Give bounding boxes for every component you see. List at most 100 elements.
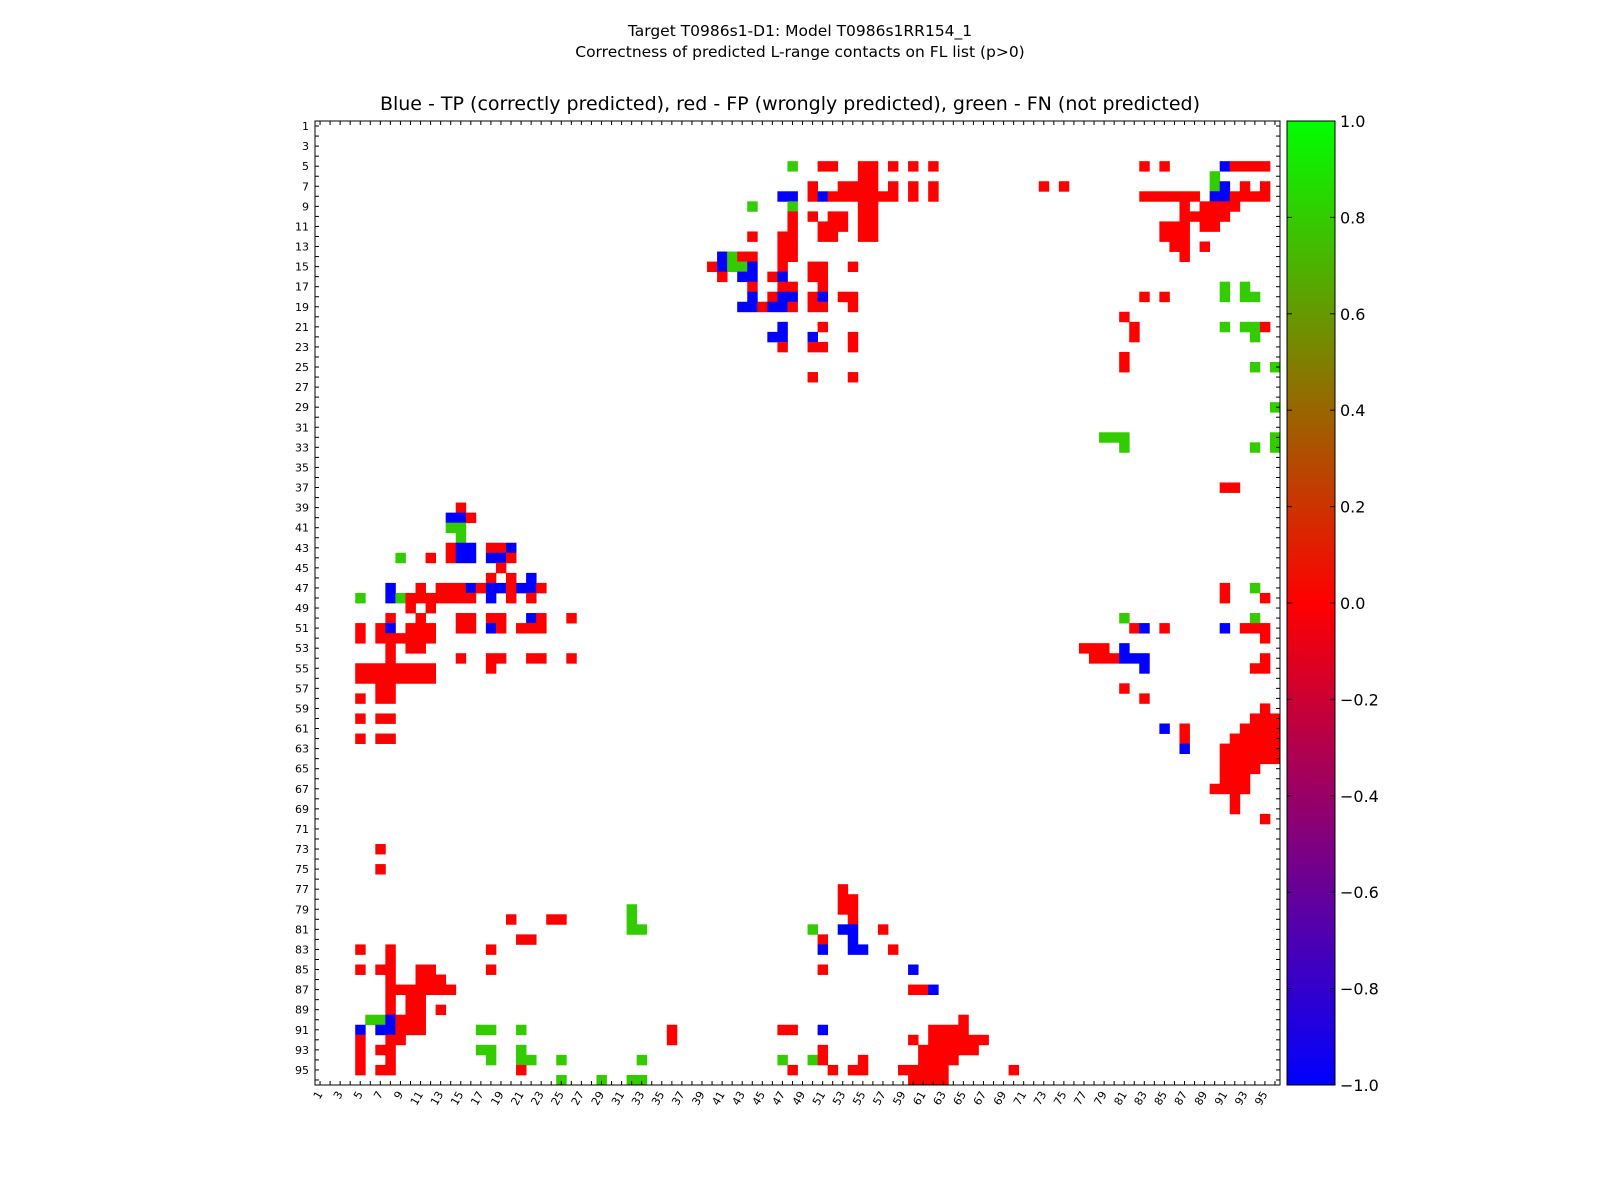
contact-cell-fp [385,613,396,624]
contact-cell-fp [1169,231,1180,242]
contact-cell-fp [445,552,457,564]
contact-cell-fp [1219,211,1231,222]
contact-cell-fp [887,191,899,202]
contact-cell-tp [385,1014,396,1026]
contact-cell-fp [445,582,457,594]
contact-cell-tp [787,291,798,303]
contact-cell-fn [516,1054,527,1066]
contact-cell-fp [536,613,547,624]
contact-cell-fp [405,603,416,614]
contact-cell-fp [1229,763,1241,775]
contact-cell-fp [415,592,426,604]
contact-cell-fp [958,1044,969,1056]
contact-cell-fp [817,1054,829,1066]
contact-cell-tp [767,301,778,313]
contact-cell-fp [1219,753,1231,765]
contact-cell-fp [807,181,818,192]
contact-cell-fn [1119,432,1130,443]
y-tick-label: 75 [295,863,309,876]
contact-cell-fn [485,1024,497,1036]
contact-cell-fp [817,161,829,172]
y-tick-label: 27 [295,381,309,394]
contact-cell-fp [827,211,839,222]
contact-cell-tp [928,984,939,996]
y-tick-label: 73 [295,843,309,856]
contact-cell-fp [385,1034,396,1046]
contact-cell-fp [1139,693,1150,704]
contact-cell-fp [385,693,396,704]
x-tick-label: 85 [1152,1089,1170,1108]
contact-cell-tp [485,623,497,634]
x-tick-label: 49 [790,1089,808,1108]
contact-cell-fp [767,291,778,303]
contact-cell-fp [1239,181,1251,192]
contact-cell-tp [747,301,758,313]
contact-cell-fp [526,623,537,634]
contact-cell-fp [455,592,467,604]
contact-cell-fp [787,211,798,222]
x-tick-label: 93 [1232,1089,1250,1108]
contact-cell-tp [777,321,788,333]
contact-cell-fp [807,301,818,313]
contact-cell-tp [385,592,396,604]
contact-cell-fp [1249,663,1261,674]
contact-cell-fp [415,974,426,985]
contact-cell-fp [1179,231,1190,242]
contact-cell-fp [375,964,386,975]
contact-cell-fp [777,231,788,242]
contact-cell-fp [455,502,467,514]
y-tick-label: 91 [295,1024,309,1037]
contact-cell-fp [355,1034,366,1046]
x-tick-label: 41 [709,1089,727,1108]
contact-cell-fp [857,231,869,242]
contact-cell-fp [867,201,879,212]
contact-cell-tp [817,1024,829,1036]
contact-cell-fp [948,1044,959,1056]
x-tick-label: 91 [1212,1089,1230,1108]
contact-cell-fp [867,221,879,232]
contact-cell-fn [1109,432,1120,443]
contact-cell-fp [867,171,879,182]
contact-cell-fp [375,1044,386,1056]
contact-cell-fp [847,904,859,915]
contact-cell-fn [1119,613,1130,624]
contact-cell-fp [405,633,416,644]
y-tick-label: 31 [295,421,309,434]
contact-cell-fp [395,633,406,644]
colorbar-tick-label: −0.4 [1340,787,1379,806]
contact-cell-fp [1229,783,1241,795]
contact-cell-fp [928,181,939,192]
contact-cell-fp [747,251,758,262]
contact-cell-fp [847,1064,859,1076]
y-tick-label: 47 [295,582,309,595]
x-tick-label: 23 [529,1089,547,1108]
contact-cell-fp [857,171,869,182]
contact-cell-tp [375,1024,386,1036]
contact-cell-fp [1119,362,1130,373]
contact-cell-fn [1269,432,1281,443]
contact-cell-fp [415,673,426,684]
contact-cell-fp [1229,482,1241,493]
contact-cell-fp [807,291,818,303]
contact-cell-fp [867,181,879,192]
contact-cell-fp [485,944,497,955]
contact-cell-fp [1008,1064,1020,1076]
contact-cell-fn [395,592,406,604]
contact-cell-fn [475,1024,487,1036]
contact-cell-fp [516,934,527,945]
contact-cell-fp [1249,161,1261,172]
contact-cell-fp [395,673,406,684]
contact-cell-fp [777,251,788,262]
contact-cell-fp [777,261,788,273]
contact-cell-fp [928,1064,939,1076]
contact-cell-fp [425,633,437,644]
contact-cell-fp [938,1034,949,1046]
contact-cell-fp [1259,191,1271,202]
contact-cell-fp [787,1064,798,1076]
contact-cell-tp [1219,161,1231,172]
contact-cell-fp [767,271,778,283]
contact-cell-tp [485,552,497,564]
contact-cell-fp [837,191,849,202]
contact-cell-fp [375,623,386,634]
